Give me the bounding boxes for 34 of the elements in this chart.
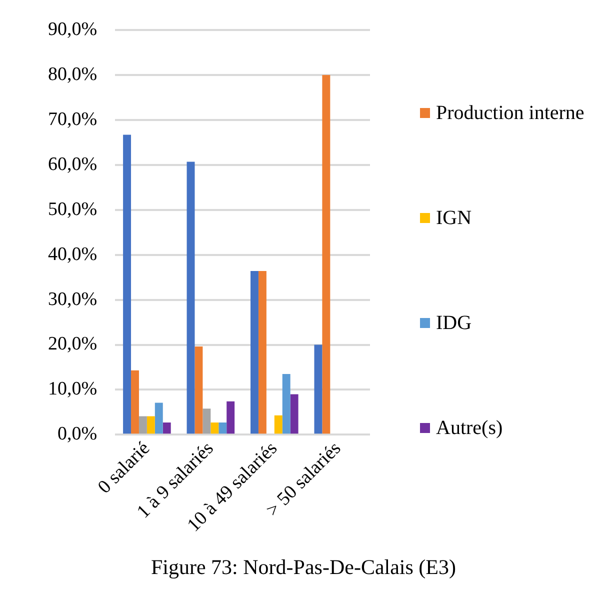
bar (282, 374, 290, 434)
text: Figure 73: Nord-Pas-De-Calais (E3) (150, 555, 457, 580)
legend-label: Autre(s) (436, 416, 503, 440)
bar (131, 370, 139, 434)
bar (226, 401, 235, 434)
y-tick-label: 50,0% (48, 198, 98, 220)
y-tick-label: 70,0% (48, 108, 98, 130)
y-tick-label: 60,0% (48, 154, 98, 175)
y-tick-label: 0,0% (58, 424, 98, 445)
bar (123, 134, 132, 434)
bar (186, 162, 195, 434)
y-tick-label: 40,0% (48, 244, 98, 265)
bar (274, 415, 282, 434)
bar (162, 422, 171, 434)
y-tick-label: 10,0% (48, 378, 98, 400)
legend-label: IDG (436, 310, 472, 334)
y-tick-label: 80,0% (48, 64, 98, 85)
bar (250, 271, 258, 434)
bar (258, 271, 266, 434)
bar (314, 344, 322, 434)
y-tick-label: 90,0% (48, 18, 98, 40)
legend-label: IGN (436, 206, 472, 230)
bar (202, 408, 211, 434)
bar (290, 394, 298, 434)
legend-label: Production interne (436, 100, 584, 124)
bar (194, 346, 203, 434)
bar (218, 422, 227, 434)
y-tick-label: 30,0% (48, 288, 98, 310)
bar (210, 422, 219, 434)
y-tick-label: 20,0% (48, 334, 98, 355)
bar (154, 402, 163, 434)
bar (322, 74, 330, 434)
bar (146, 416, 155, 434)
bar (138, 416, 147, 434)
